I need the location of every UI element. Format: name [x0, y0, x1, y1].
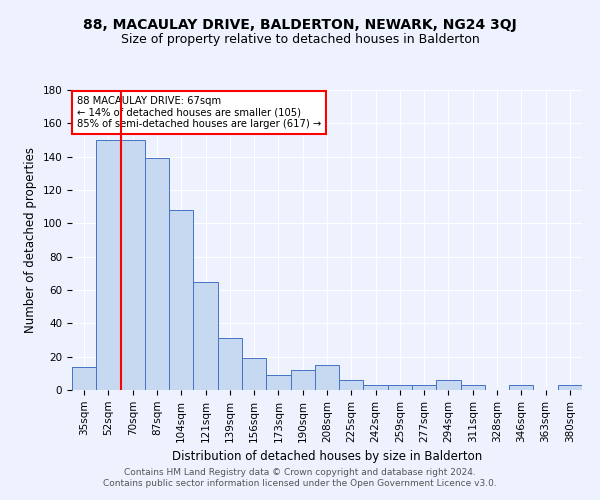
- Bar: [169, 210, 193, 390]
- Bar: [339, 380, 364, 390]
- Bar: [509, 385, 533, 390]
- Bar: [364, 385, 388, 390]
- Bar: [72, 366, 96, 390]
- Bar: [266, 375, 290, 390]
- Text: Contains HM Land Registry data © Crown copyright and database right 2024.
Contai: Contains HM Land Registry data © Crown c…: [103, 468, 497, 487]
- Bar: [461, 385, 485, 390]
- Y-axis label: Number of detached properties: Number of detached properties: [24, 147, 37, 333]
- Bar: [193, 282, 218, 390]
- Bar: [412, 385, 436, 390]
- Bar: [242, 358, 266, 390]
- Bar: [218, 338, 242, 390]
- Bar: [388, 385, 412, 390]
- Bar: [558, 385, 582, 390]
- X-axis label: Distribution of detached houses by size in Balderton: Distribution of detached houses by size …: [172, 450, 482, 463]
- Bar: [121, 140, 145, 390]
- Text: 88 MACAULAY DRIVE: 67sqm
← 14% of detached houses are smaller (105)
85% of semi-: 88 MACAULAY DRIVE: 67sqm ← 14% of detach…: [77, 96, 322, 129]
- Bar: [145, 158, 169, 390]
- Text: Size of property relative to detached houses in Balderton: Size of property relative to detached ho…: [121, 32, 479, 46]
- Bar: [436, 380, 461, 390]
- Bar: [96, 140, 121, 390]
- Text: 88, MACAULAY DRIVE, BALDERTON, NEWARK, NG24 3QJ: 88, MACAULAY DRIVE, BALDERTON, NEWARK, N…: [83, 18, 517, 32]
- Bar: [315, 365, 339, 390]
- Bar: [290, 370, 315, 390]
